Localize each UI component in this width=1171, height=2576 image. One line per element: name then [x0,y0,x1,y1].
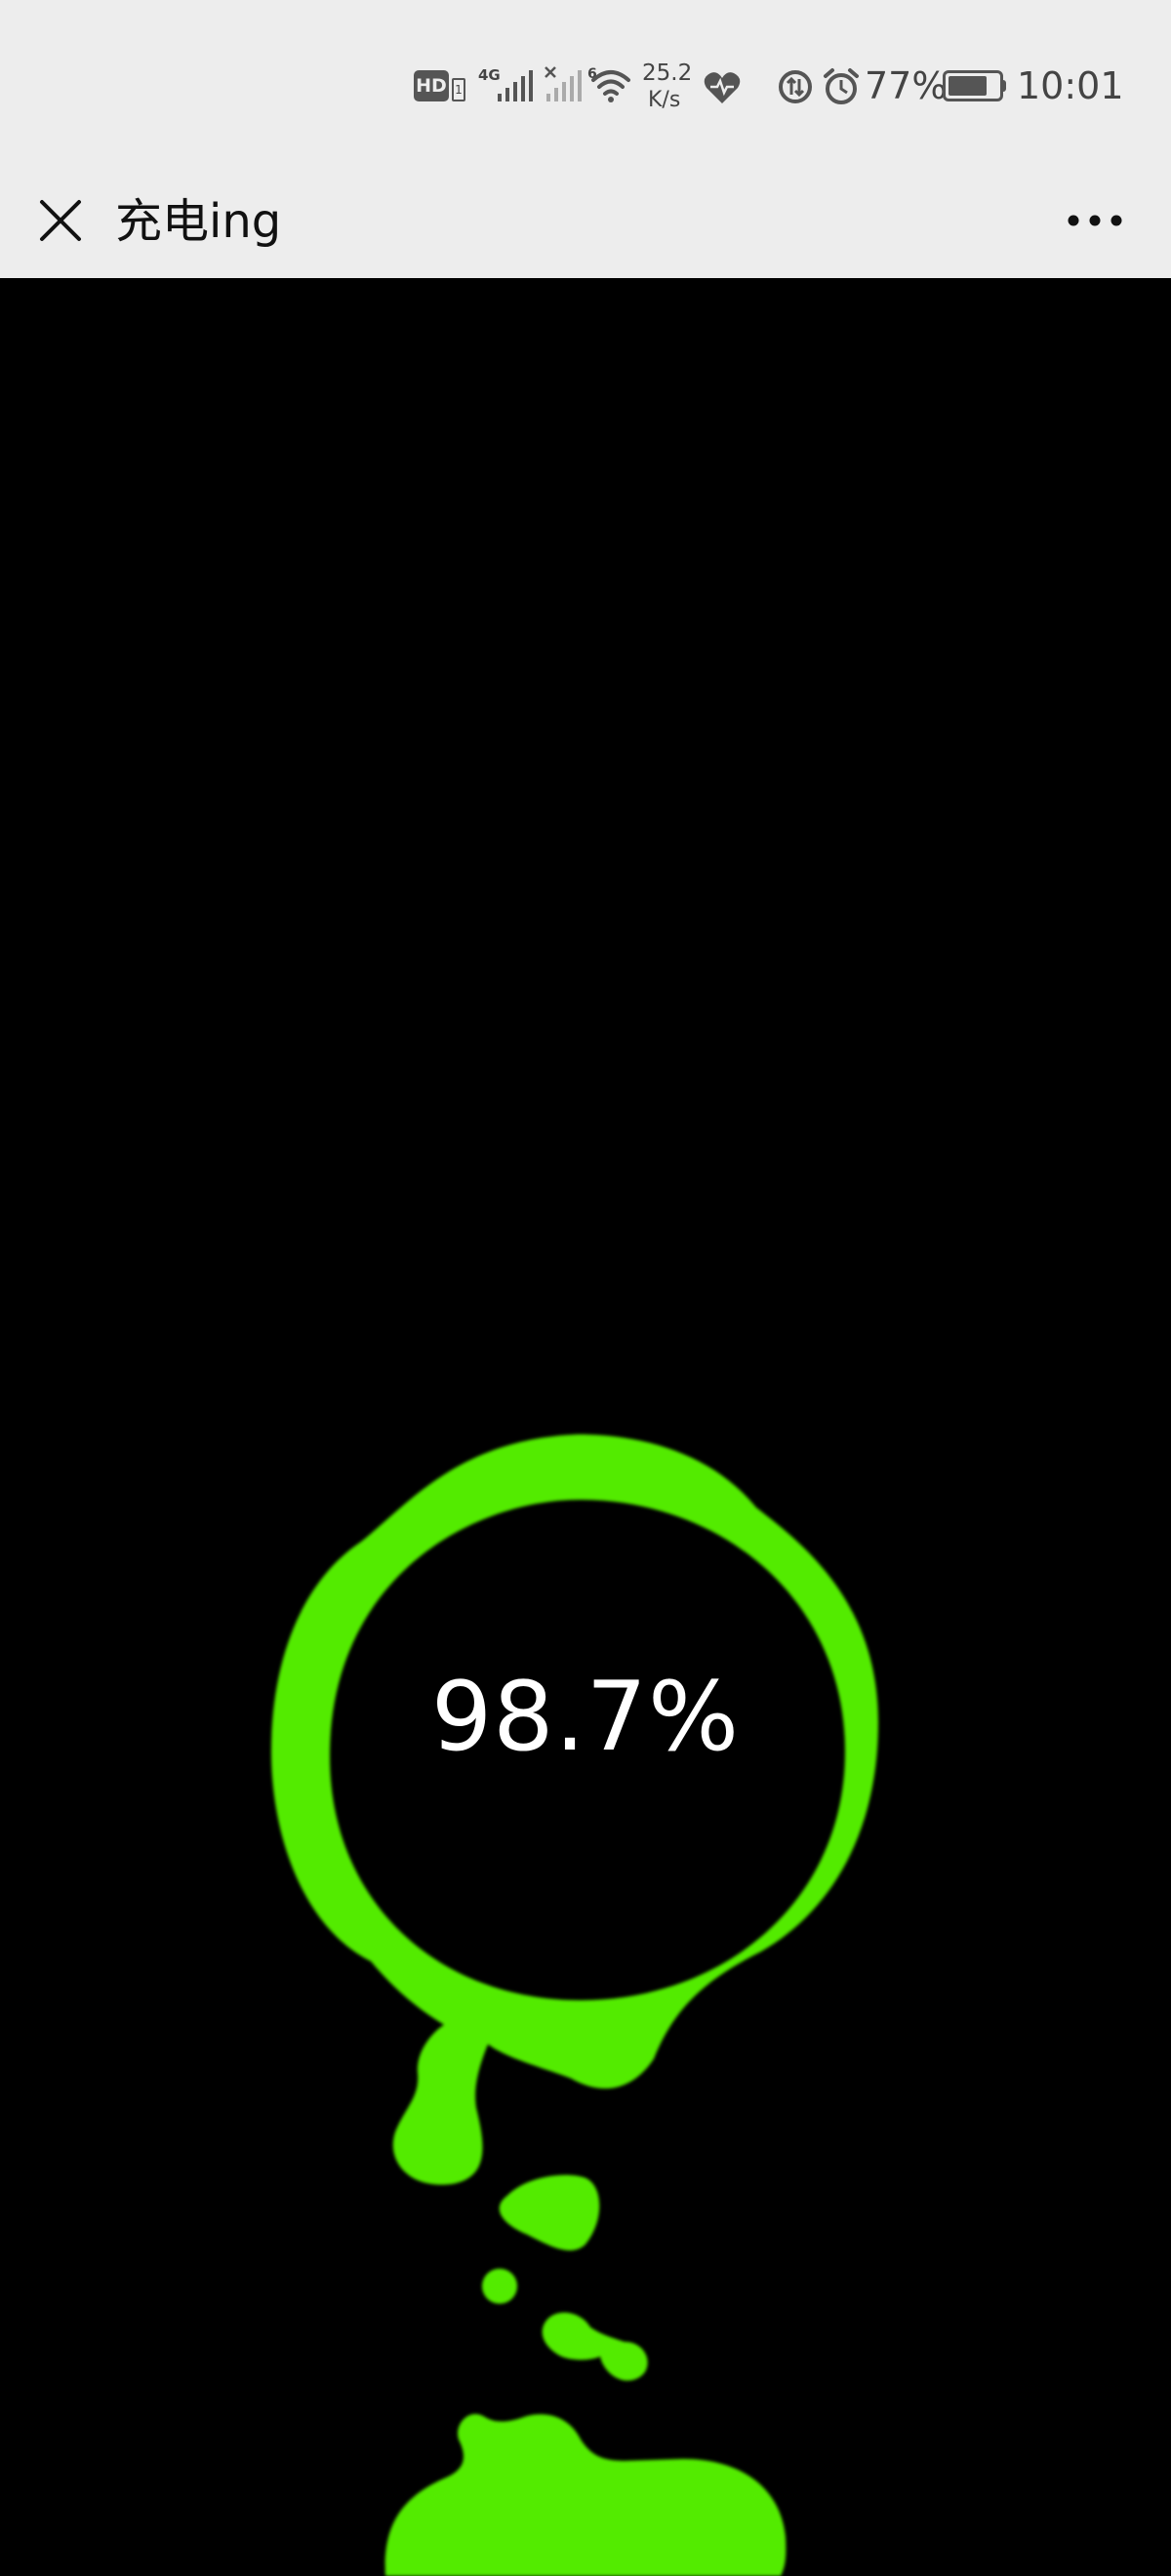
health-heart-icon [704,72,741,103]
status-bar: HD 1 4G 6 25.2 K/s [0,0,1171,166]
hd-badge-icon: HD [414,70,449,101]
page-title: 充电ing [115,194,282,249]
sim-card-icon: 1 [452,78,465,101]
network-speed-unit: K/s [648,88,681,112]
more-dots-icon [1068,215,1122,226]
charge-ring [271,1434,878,2186]
battery-icon [943,70,1003,101]
signal-strength-2-icon [546,70,582,101]
no-signal-x-icon [545,66,556,78]
nav-bar: 充电ing [0,166,1171,278]
liquid-drop-1 [499,2175,600,2251]
close-button[interactable] [21,181,100,260]
clock-time: 10:01 [1017,64,1124,107]
wifi-icon [591,70,630,102]
liquid-pool [384,2413,787,2576]
alarm-clock-icon [824,68,859,104]
charge-percentage: 98.7% [430,1662,741,1773]
battery-fill [949,76,987,96]
close-icon [40,200,81,241]
sim-label: 1 [455,83,463,97]
signal-strength-icon [498,70,533,101]
network-type-label: 4G [478,66,501,84]
liquid-drop-2 [482,2269,517,2304]
battery-percent: 77% [865,64,948,107]
network-speed-value: 25.2 [642,60,693,86]
liquid-drop-3 [542,2312,648,2381]
data-saver-icon [779,70,812,103]
more-options-button[interactable] [1046,181,1144,260]
hd-label: HD [416,75,447,97]
wifi-6-label: 6 [587,66,597,82]
liquid-ring-graphic [271,1434,878,2576]
battery-tip-icon [1001,80,1006,92]
charging-animation-area: 98.7% [0,278,1171,2576]
